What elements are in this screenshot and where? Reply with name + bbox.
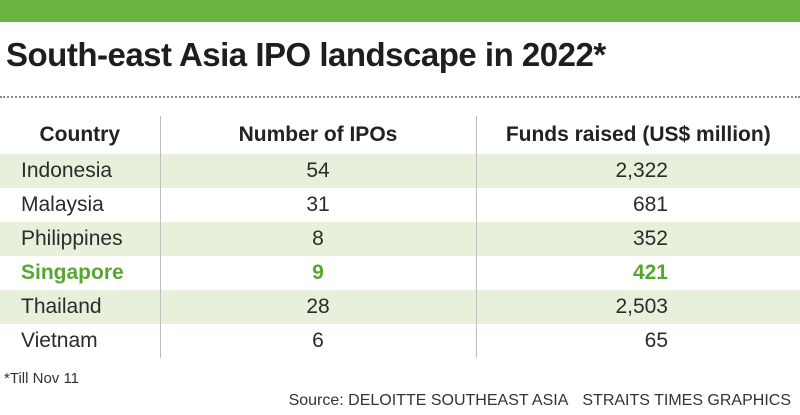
column-header-funds: Funds raised (US$ million) — [505, 123, 771, 146]
top-accent-bar — [0, 0, 800, 22]
table-row-thailand: Thailand 28 2,503 — [0, 290, 800, 324]
funds-cell: 65 — [476, 324, 800, 358]
footnote: *Till Nov 11 — [4, 370, 80, 387]
ipos-cell: 9 — [160, 256, 477, 290]
funds-cell: 352 — [476, 222, 800, 256]
country-cell: Malaysia — [0, 188, 161, 222]
ipos-cell: 28 — [160, 290, 477, 324]
table-row-malaysia: Malaysia 31 681 — [0, 188, 800, 222]
column-header-country: Country — [0, 116, 161, 154]
dotted-divider — [0, 96, 800, 98]
funds-cell: 681 — [476, 188, 800, 222]
ipos-cell: 8 — [160, 222, 477, 256]
ipos-cell: 54 — [160, 154, 477, 188]
country-cell: Vietnam — [0, 324, 161, 358]
column-header-ipos: Number of IPOs — [160, 116, 477, 154]
ipos-cell: 31 — [160, 188, 477, 222]
table-row-indonesia: Indonesia 54 2,322 — [0, 154, 800, 188]
graphics-credit: STRAITS TIMES GRAPHICS — [582, 392, 791, 409]
country-cell: Indonesia — [0, 154, 161, 188]
ipos-cell: 6 — [160, 324, 477, 358]
country-cell: Philippines — [0, 222, 161, 256]
chart-title: South-east Asia IPO landscape in 2022* — [6, 36, 606, 73]
header-row: Country Number of IPOs Funds raised (US$… — [0, 116, 800, 154]
country-cell: Singapore — [0, 256, 161, 290]
funds-cell: 2,322 — [476, 154, 800, 188]
funds-cell: 421 — [476, 256, 800, 290]
source-line: Source: DELOITTE SOUTHEAST ASIA STRAITS T… — [289, 392, 791, 410]
source-label: Source: DELOITTE SOUTHEAST ASIA — [288, 392, 569, 409]
funds-cell: 2,503 — [476, 290, 800, 324]
table-row-singapore: Singapore 9 421 — [0, 256, 800, 290]
table-row-philippines: Philippines 8 352 — [0, 222, 800, 256]
ipo-table: Country Number of IPOs Funds raised (US$… — [0, 116, 800, 358]
table-row-vietnam: Vietnam 6 65 — [0, 324, 800, 358]
country-cell: Thailand — [0, 290, 161, 324]
